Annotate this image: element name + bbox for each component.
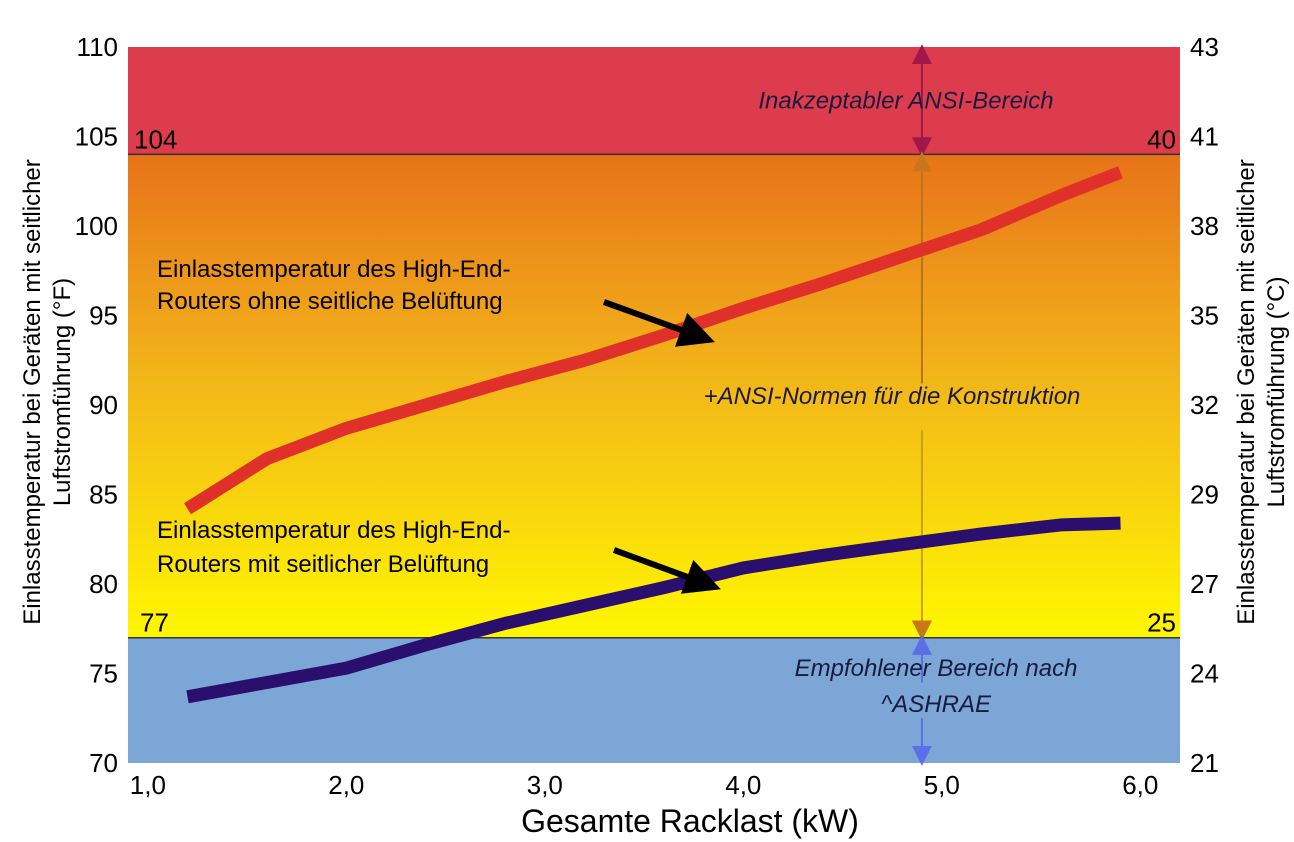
x-tick: 1,0 xyxy=(130,770,166,800)
y-tick-right: 24 xyxy=(1190,659,1219,689)
y-tick-left: 75 xyxy=(89,659,118,689)
y-tick-left: 70 xyxy=(89,748,118,778)
pointer-arrow-no-ventilation xyxy=(602,299,715,347)
y-tick-left: 85 xyxy=(89,480,118,510)
x-tick: 6,0 xyxy=(1122,770,1158,800)
series-label-ventilation-line2: Routers mit seitlicher Belüftung xyxy=(157,551,489,578)
y-tick-left: 100 xyxy=(75,211,118,241)
series-line-no-ventilation xyxy=(184,166,1123,515)
x-tick: 3,0 xyxy=(527,770,563,800)
y-tick-left: 95 xyxy=(89,301,118,331)
threshold-label-104: 104 xyxy=(134,124,177,154)
y-axis-right-title: Einlasstemperatur bei Geräten mit seitli… xyxy=(1233,159,1290,625)
x-tick: 2,0 xyxy=(328,770,364,800)
x-axis-ticks: 1,0 2,0 3,0 4,0 5,0 6,0 xyxy=(130,770,1159,800)
y-tick-left: 110 xyxy=(77,32,118,62)
threshold-label-77: 77 xyxy=(140,608,169,638)
series-line-ventilation xyxy=(186,516,1121,704)
x-tick: 4,0 xyxy=(725,770,761,800)
y-tick-right: 38 xyxy=(1190,211,1219,241)
series-layer xyxy=(184,166,1123,704)
unacceptable-region xyxy=(128,47,1180,155)
y-tick-left: 90 xyxy=(89,390,118,420)
series-label-no-ventilation-line2: Routers ohne seitliche Belüftung xyxy=(157,288,503,315)
y-tick-right: 21 xyxy=(1190,748,1219,778)
y-tick-left: 105 xyxy=(75,122,118,152)
pointer-arrow-ventilation xyxy=(612,547,721,594)
x-axis-title: Gesamte Racklast (kW) xyxy=(521,803,859,839)
x-tick: 5,0 xyxy=(924,770,960,800)
y-tick-right: 35 xyxy=(1190,301,1219,331)
region-label-design: +ANSI-Normen für die Konstruktion xyxy=(704,383,1081,410)
threshold-label-40: 40 xyxy=(1147,124,1176,154)
y-tick-right: 41 xyxy=(1190,122,1219,152)
y-tick-right: 43 xyxy=(1190,32,1219,62)
y-tick-right: 29 xyxy=(1190,480,1219,510)
y-axis-right-ticks: 21 24 27 29 32 35 38 41 43 xyxy=(1190,32,1219,778)
region-label-recommended-line1: Empfohlener Bereich nach xyxy=(795,655,1078,682)
y-tick-right: 32 xyxy=(1190,390,1219,420)
y-tick-right: 27 xyxy=(1190,569,1219,599)
series-label-ventilation-line1: Einlasstemperatur des High-End- xyxy=(157,517,511,544)
y-tick-left: 80 xyxy=(89,569,118,599)
series-label-no-ventilation-line1: Einlasstemperatur des High-End- xyxy=(157,256,511,283)
threshold-label-25: 25 xyxy=(1147,608,1176,638)
region-label-unacceptable: Inakzeptabler ANSI-Bereich xyxy=(758,88,1053,115)
recommended-region xyxy=(128,637,1180,763)
y-axis-left-title: Einlasstemperatur bei Geräten mit seitli… xyxy=(19,159,76,625)
y-axis-left-ticks: 70 75 80 85 90 95 100 105 110 xyxy=(75,32,118,778)
design-region xyxy=(128,154,1180,638)
region-label-recommended-line2: ^ASHRAE xyxy=(881,691,992,718)
